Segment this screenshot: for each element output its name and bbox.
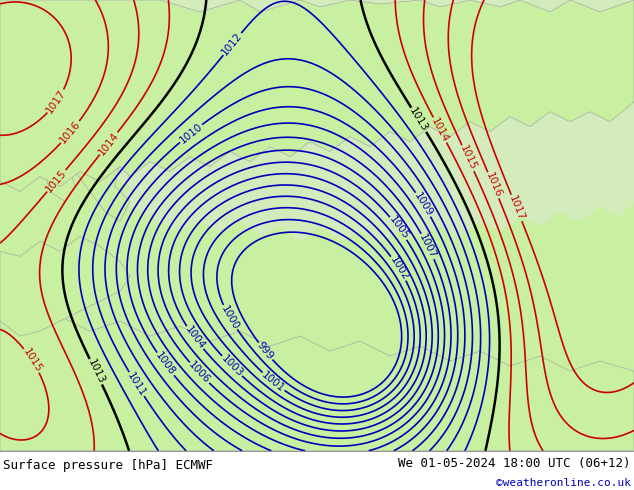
Text: 1009: 1009 (412, 191, 434, 218)
Text: 1017: 1017 (44, 88, 68, 115)
Text: 1006: 1006 (186, 360, 212, 386)
Polygon shape (0, 0, 70, 172)
Text: We 01-05-2024 18:00 UTC (06+12): We 01-05-2024 18:00 UTC (06+12) (398, 457, 631, 470)
Polygon shape (0, 236, 130, 336)
Text: 1014: 1014 (429, 116, 451, 144)
Text: 1016: 1016 (58, 119, 82, 146)
Polygon shape (70, 112, 130, 221)
Text: ©weatheronline.co.uk: ©weatheronline.co.uk (496, 478, 631, 488)
Text: 1013: 1013 (86, 358, 106, 386)
Text: 1007: 1007 (418, 232, 438, 260)
Text: 1008: 1008 (153, 350, 177, 378)
Polygon shape (0, 311, 634, 451)
Text: 1004: 1004 (183, 324, 207, 351)
Text: 1002: 1002 (387, 254, 410, 282)
Text: 1001: 1001 (260, 369, 287, 394)
Text: 1000: 1000 (219, 304, 240, 331)
Text: 1015: 1015 (458, 144, 478, 172)
Text: 1017: 1017 (507, 194, 526, 222)
Polygon shape (0, 0, 634, 242)
Text: 1016: 1016 (484, 171, 503, 199)
Text: 999: 999 (256, 341, 276, 362)
Text: 1015: 1015 (44, 168, 69, 194)
Text: 1005: 1005 (387, 215, 410, 242)
Text: 1014: 1014 (96, 130, 121, 157)
Text: 1010: 1010 (178, 121, 204, 146)
Text: 1003: 1003 (219, 353, 245, 379)
Text: 1013: 1013 (408, 106, 430, 134)
Polygon shape (45, 157, 75, 201)
Text: 1012: 1012 (220, 31, 245, 57)
Text: Surface pressure [hPa] ECMWF: Surface pressure [hPa] ECMWF (3, 459, 213, 472)
Text: 1015: 1015 (21, 346, 43, 374)
Polygon shape (0, 0, 634, 192)
Text: 1011: 1011 (126, 370, 148, 398)
